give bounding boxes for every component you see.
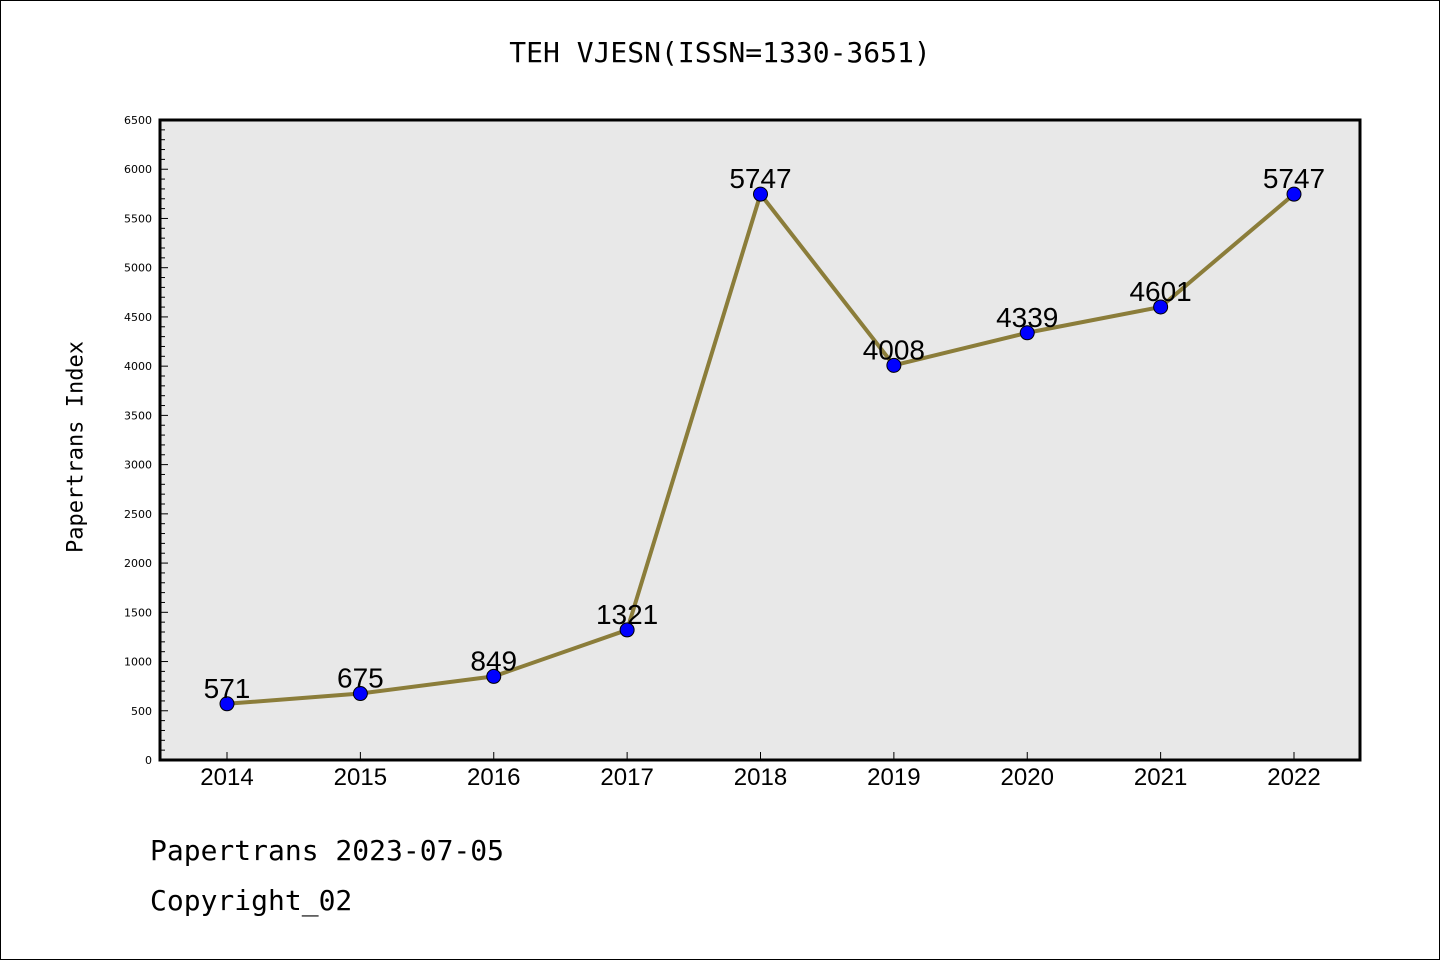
data-point [753,186,768,202]
data-point [352,686,368,702]
chart-title: TEH VJESN(ISSN=1330-3651) [509,36,931,69]
data-point [1153,299,1169,315]
y-tick-label: 6000 [124,163,152,176]
data-label: 5747 [729,163,791,194]
y-tick-label: 0 [145,754,152,767]
plot-border [158,118,1362,762]
data-label: 1321 [596,599,658,630]
y-tick-label: 5500 [124,212,152,225]
y-tick-label: 1500 [124,606,152,619]
y-tick-label: 2500 [124,508,152,521]
data-label: 849 [470,645,517,676]
y-tick-label: 1000 [124,656,152,669]
data-point [1286,186,1302,202]
footer-copyright: Copyright_02 [150,884,353,917]
y-tick-label: 3500 [124,409,152,422]
x-tick-label: 2020 [1001,764,1054,791]
x-tick-label: 2017 [600,764,653,791]
y-tick-label: 4000 [124,360,152,373]
x-tick-label: 2019 [867,764,920,791]
x-tick-label: 2015 [334,764,387,791]
y-tick-label: 6500 [124,114,152,127]
y-tick-label: 5000 [124,262,152,275]
x-tick-label: 2021 [1134,764,1187,791]
data-point [486,668,502,684]
footer-date: Papertrans 2023-07-05 [150,834,505,867]
data-point [219,696,235,712]
data-label: 675 [337,663,384,694]
x-tick-label: 2018 [734,764,787,791]
data-point [619,622,635,638]
data-label: 4008 [863,334,925,365]
x-tick-label: 2014 [200,764,253,791]
data-label: 4339 [996,302,1058,333]
data-label: 4601 [1129,276,1191,307]
data-point [1019,325,1035,341]
y-tick-label: 4500 [124,311,152,324]
data-label: 571 [204,673,251,704]
plot-area [160,120,1360,760]
y-tick-label: 2000 [124,557,152,570]
x-tick-label: 2022 [1267,764,1320,791]
data-label: 5747 [1263,163,1325,194]
y-tick-label: 500 [131,705,152,718]
y-tick-label: 3000 [124,459,152,472]
data-point [886,357,902,373]
x-tick-label: 2016 [467,764,520,791]
